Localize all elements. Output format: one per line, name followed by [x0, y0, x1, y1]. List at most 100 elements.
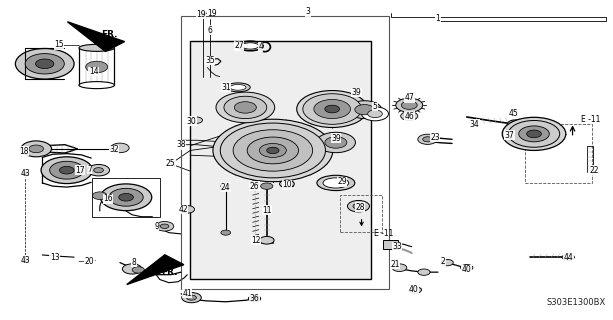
Circle shape	[297, 91, 368, 127]
Circle shape	[401, 112, 418, 121]
Text: 19: 19	[207, 9, 216, 18]
Circle shape	[180, 205, 194, 213]
Text: 28: 28	[356, 203, 365, 212]
Text: 10: 10	[282, 180, 292, 189]
Text: 7: 7	[87, 165, 92, 174]
Text: 43: 43	[20, 169, 30, 178]
Text: 9: 9	[154, 222, 159, 231]
Circle shape	[460, 265, 473, 271]
Text: 27: 27	[234, 41, 244, 51]
Circle shape	[109, 188, 143, 206]
Bar	[383, 240, 398, 249]
Circle shape	[94, 168, 104, 173]
Circle shape	[314, 100, 351, 119]
Circle shape	[396, 98, 423, 112]
Text: 30: 30	[186, 116, 196, 126]
Ellipse shape	[79, 44, 115, 51]
Circle shape	[59, 166, 74, 174]
Text: 24: 24	[221, 183, 230, 192]
Text: E -11: E -11	[374, 229, 393, 238]
Text: 38: 38	[177, 140, 186, 149]
Circle shape	[221, 230, 230, 235]
Polygon shape	[67, 22, 124, 52]
Text: 5: 5	[373, 102, 378, 111]
Circle shape	[325, 105, 340, 113]
Bar	[190, 41, 371, 279]
Circle shape	[21, 141, 51, 157]
Text: 21: 21	[390, 260, 400, 269]
Circle shape	[418, 134, 438, 144]
Text: 12: 12	[251, 236, 261, 245]
Circle shape	[409, 287, 422, 293]
Ellipse shape	[317, 175, 355, 191]
Text: FR.: FR.	[161, 268, 177, 277]
Circle shape	[220, 123, 326, 178]
Text: 41: 41	[183, 289, 192, 298]
Text: 26: 26	[249, 182, 259, 191]
Text: 43: 43	[20, 256, 30, 265]
Circle shape	[15, 49, 74, 79]
Circle shape	[181, 292, 201, 303]
Text: 31: 31	[221, 83, 230, 92]
Circle shape	[123, 264, 142, 274]
Text: 32: 32	[109, 145, 119, 154]
Text: S303E1300BX: S303E1300BX	[547, 298, 606, 307]
Text: 20: 20	[85, 257, 94, 266]
Circle shape	[259, 236, 274, 244]
Circle shape	[216, 92, 275, 123]
Text: 46: 46	[405, 112, 414, 121]
Circle shape	[303, 94, 362, 124]
Text: 13: 13	[50, 253, 59, 262]
Bar	[340, 195, 382, 232]
Circle shape	[348, 200, 370, 212]
Circle shape	[463, 266, 470, 269]
Text: 36: 36	[249, 294, 259, 303]
Circle shape	[224, 96, 267, 119]
Circle shape	[111, 143, 129, 153]
Text: 14: 14	[89, 67, 99, 76]
Circle shape	[50, 161, 84, 179]
Circle shape	[511, 122, 520, 126]
Text: 17: 17	[75, 166, 85, 175]
Circle shape	[36, 59, 54, 68]
Text: 11: 11	[262, 206, 272, 215]
Text: 4: 4	[258, 42, 263, 52]
Circle shape	[348, 101, 382, 119]
Text: 44: 44	[563, 253, 573, 262]
Circle shape	[156, 221, 173, 231]
Circle shape	[418, 269, 430, 275]
Text: 22: 22	[589, 166, 599, 175]
Circle shape	[119, 194, 134, 201]
Circle shape	[161, 224, 169, 228]
Circle shape	[213, 119, 333, 182]
Circle shape	[25, 53, 64, 74]
Circle shape	[21, 259, 29, 262]
Ellipse shape	[242, 43, 259, 49]
Text: 35: 35	[205, 56, 215, 65]
Polygon shape	[127, 255, 184, 284]
Bar	[181, 16, 389, 289]
Text: 23: 23	[430, 132, 440, 141]
Text: 8: 8	[132, 258, 137, 267]
Circle shape	[423, 137, 433, 142]
Text: 39: 39	[352, 88, 362, 97]
Circle shape	[132, 267, 145, 273]
Circle shape	[562, 254, 574, 260]
Circle shape	[247, 137, 299, 164]
Circle shape	[353, 203, 364, 209]
Text: 37: 37	[504, 131, 514, 140]
Ellipse shape	[79, 82, 115, 89]
Circle shape	[233, 130, 313, 171]
Circle shape	[88, 164, 110, 176]
Circle shape	[527, 130, 541, 138]
Circle shape	[221, 184, 230, 189]
Circle shape	[101, 184, 152, 211]
Circle shape	[355, 105, 375, 115]
Circle shape	[261, 183, 273, 189]
Ellipse shape	[323, 178, 349, 188]
Text: 18: 18	[19, 147, 29, 156]
Text: 45: 45	[508, 109, 518, 118]
Text: FR.: FR.	[101, 30, 117, 39]
Text: 1: 1	[436, 14, 440, 23]
Circle shape	[251, 297, 257, 300]
